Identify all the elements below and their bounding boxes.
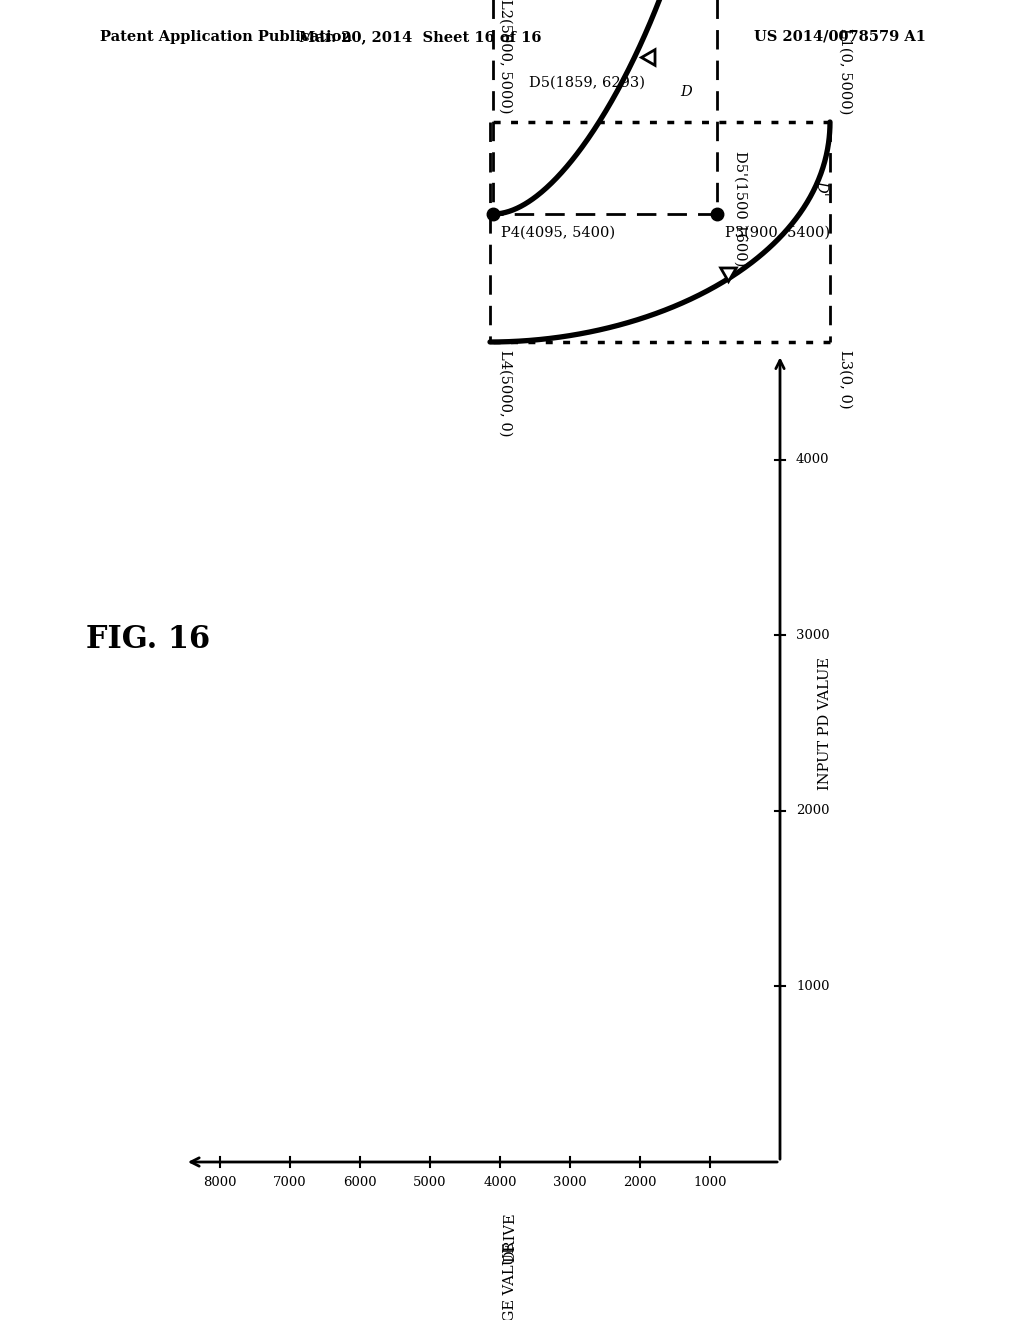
Text: P4(4095, 5400): P4(4095, 5400) (502, 226, 615, 240)
Text: Patent Application Publication: Patent Application Publication (100, 30, 352, 44)
Text: P3(900, 5400): P3(900, 5400) (725, 226, 830, 240)
Text: INPUT PD VALUE: INPUT PD VALUE (818, 656, 831, 789)
Text: 7000: 7000 (273, 1176, 307, 1189)
Text: FIG. 16: FIG. 16 (86, 624, 210, 656)
Text: D': D' (815, 180, 828, 195)
Text: 1000: 1000 (693, 1176, 727, 1189)
Text: 2000: 2000 (796, 804, 829, 817)
Text: 4000: 4000 (483, 1176, 517, 1189)
Text: 4000: 4000 (796, 453, 829, 466)
Text: 1000: 1000 (796, 979, 829, 993)
Text: L2(5000, 5000): L2(5000, 5000) (498, 0, 512, 114)
Text: L3(0, 0): L3(0, 0) (838, 350, 852, 409)
Text: 8000: 8000 (203, 1176, 237, 1189)
Text: 3000: 3000 (796, 628, 829, 642)
Text: D: D (680, 86, 691, 99)
Text: D5'(1500 1600): D5'(1500 1600) (733, 152, 746, 267)
Text: DRIVE: DRIVE (503, 1212, 517, 1262)
Text: US 2014/0078579 A1: US 2014/0078579 A1 (754, 30, 926, 44)
Text: D5(1859, 6293): D5(1859, 6293) (528, 75, 645, 90)
Text: VOLTAGE VALUE: VOLTAGE VALUE (503, 1242, 517, 1320)
Text: 3000: 3000 (553, 1176, 587, 1189)
Text: L1(0, 5000): L1(0, 5000) (838, 28, 852, 114)
Text: 2000: 2000 (624, 1176, 656, 1189)
Text: Mar. 20, 2014  Sheet 16 of 16: Mar. 20, 2014 Sheet 16 of 16 (299, 30, 542, 44)
Text: 6000: 6000 (343, 1176, 377, 1189)
Text: 5000: 5000 (414, 1176, 446, 1189)
Text: L4(5000, 0): L4(5000, 0) (498, 350, 512, 437)
